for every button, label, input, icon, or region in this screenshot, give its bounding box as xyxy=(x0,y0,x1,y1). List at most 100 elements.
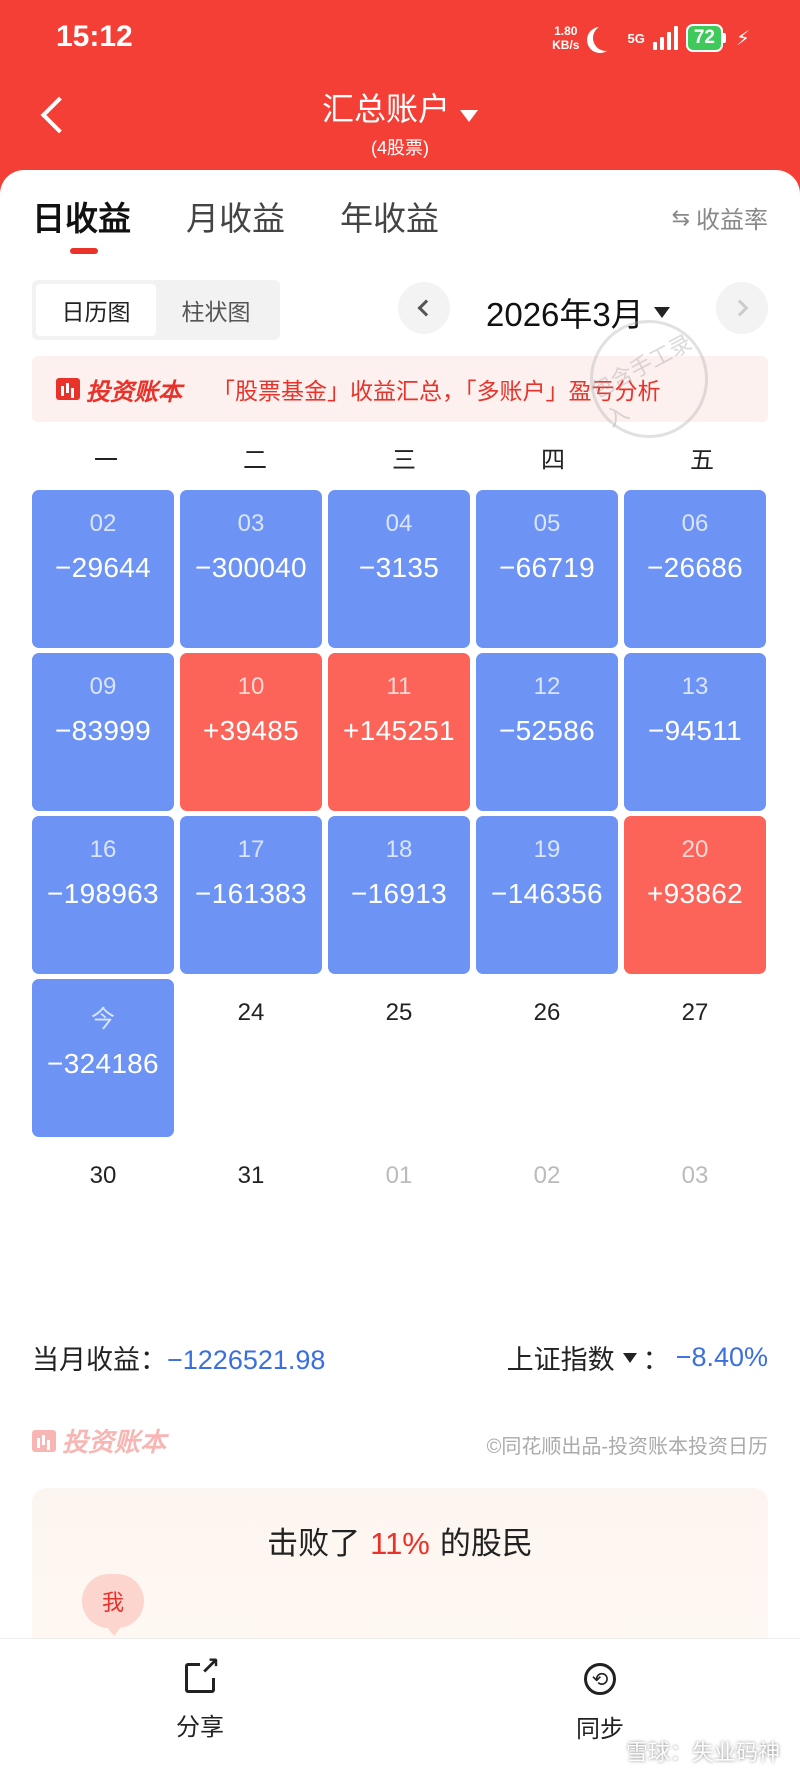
caret-down-icon[interactable] xyxy=(622,1352,637,1363)
calendar-day[interactable]: 31 xyxy=(180,1142,322,1300)
share-label: 分享 xyxy=(176,1714,224,1741)
calendar-grid: 02 −29644 03 −300040 04 −3135 05 −66719 06 −26686… xyxy=(32,490,776,1300)
day-profit: +39485 xyxy=(202,715,299,746)
day-number: 今 xyxy=(91,1006,115,1033)
calendar-day[interactable]: 03 −300040 xyxy=(180,490,322,648)
index-value: −8.40% xyxy=(675,1342,768,1372)
calendar-day[interactable]: 30 xyxy=(32,1142,174,1300)
day-profit: +93862 xyxy=(646,878,743,909)
sync-icon: ⟲ xyxy=(584,1663,616,1695)
promo-logo: 投资账本 xyxy=(56,372,182,407)
calendar-day[interactable]: 13 −94511 xyxy=(624,653,766,811)
day-number: 10 xyxy=(237,673,265,700)
beat-text: 击败了 11% 的股民 xyxy=(32,1518,768,1563)
ledger-logo-icon xyxy=(32,1429,56,1452)
next-month-button[interactable] xyxy=(716,282,768,334)
weekday-label: 三 xyxy=(392,447,416,474)
day-number: 02 xyxy=(533,1162,561,1189)
calendar-day[interactable]: 03 xyxy=(624,1142,766,1300)
day-profit: −146356 xyxy=(491,878,603,909)
calendar-day[interactable]: 04 −3135 xyxy=(328,490,470,648)
calendar-day[interactable]: 17 −161383 xyxy=(180,816,322,974)
sync-label: 同步 xyxy=(576,1716,624,1743)
battery-level: 72 xyxy=(685,24,723,52)
day-number: 03 xyxy=(681,1162,709,1189)
calendar-day[interactable]: 16 −198963 xyxy=(32,816,174,974)
footer-brand-text: 投资账本 xyxy=(62,1427,167,1457)
day-number: 06 xyxy=(681,510,709,537)
promo-banner[interactable]: 投资账本 「股票基金」收益汇总，「多账户」盈亏分析 xyxy=(32,356,768,422)
net-speed: 1.80 KB/s xyxy=(552,24,579,52)
index-separator: ： xyxy=(642,1345,670,1375)
nav-subtitle: (4股票) xyxy=(371,138,429,158)
bar-view-button[interactable]: 柱状图 xyxy=(181,299,251,325)
nav-bar: 汇总账户 (4股票) xyxy=(0,76,800,166)
index-label[interactable]: 上证指数 xyxy=(506,1345,615,1375)
day-profit: −52586 xyxy=(498,715,595,746)
day-profit: −29644 xyxy=(54,552,151,583)
tab-monthly[interactable]: 月收益 xyxy=(186,200,285,237)
calendar-day[interactable]: 06 −26686 xyxy=(624,490,766,648)
day-profit: −324186 xyxy=(47,1048,159,1079)
day-profit: −161383 xyxy=(195,878,307,909)
day-number: 24 xyxy=(237,999,265,1026)
caret-down-icon[interactable] xyxy=(460,109,478,122)
day-profit: −83999 xyxy=(54,715,151,746)
day-number: 05 xyxy=(533,510,561,537)
calendar-day[interactable]: 10 +39485 xyxy=(180,653,322,811)
nav-title[interactable]: 汇总账户 xyxy=(321,91,450,127)
calendar-day[interactable]: 27 xyxy=(624,979,766,1137)
day-profit: −300040 xyxy=(195,552,307,583)
calendar-day[interactable]: 18 −16913 xyxy=(328,816,470,974)
tab-daily[interactable]: 日收益 xyxy=(32,200,131,237)
day-profit: −16913 xyxy=(350,878,447,909)
calendar-view-button[interactable]: 日历图 xyxy=(36,284,156,336)
rate-toggle[interactable]: ⇆ 收益率 xyxy=(672,200,768,235)
index-summary[interactable]: 上证指数 ： −8.40% xyxy=(507,1338,768,1377)
day-number: 26 xyxy=(533,999,561,1026)
view-toggle: 日历图 柱状图 xyxy=(32,280,280,340)
day-profit: −94511 xyxy=(648,715,742,746)
caret-down-icon[interactable] xyxy=(653,306,670,318)
calendar-day[interactable]: 25 xyxy=(328,979,470,1137)
monthly-label: 当月收益： xyxy=(32,1345,167,1375)
calendar-day[interactable]: 24 xyxy=(180,979,322,1137)
do-not-disturb-icon xyxy=(593,25,619,51)
tab-yearly[interactable]: 年收益 xyxy=(340,200,439,237)
calendar-day[interactable]: 19 −146356 xyxy=(476,816,618,974)
calendar-day[interactable]: 12 −52586 xyxy=(476,653,618,811)
ledger-logo-icon xyxy=(56,378,80,400)
calendar-day[interactable]: 26 xyxy=(476,979,618,1137)
battery-icon: 72 xyxy=(685,24,726,52)
promo-brand: 投资账本 xyxy=(86,378,182,406)
footer-brand: 投资账本 xyxy=(32,1422,166,1459)
account-selector[interactable]: 汇总账户 (4股票) xyxy=(0,84,800,160)
calendar-day[interactable]: 05 −66719 xyxy=(476,490,618,648)
calendar-day[interactable]: 02 −29644 xyxy=(32,490,174,648)
main-card: 日收益 月收益 年收益 ⇆ 收益率 日历图 柱状图 2026年3月 投资账本 「… xyxy=(0,170,800,1778)
day-profit: −66719 xyxy=(498,552,595,583)
day-number: 11 xyxy=(386,673,412,700)
weekday-header: 一二三四五 xyxy=(32,438,776,484)
month-label[interactable]: 2026年3月 xyxy=(486,296,644,333)
calendar-day[interactable]: 09 −83999 xyxy=(32,653,174,811)
day-number: 19 xyxy=(533,836,561,863)
calendar-day[interactable]: 今 −324186 xyxy=(32,979,174,1137)
month-selector[interactable]: 2026年3月 xyxy=(486,288,670,336)
monthly-value: −1226521.98 xyxy=(167,1345,326,1375)
day-number: 30 xyxy=(89,1162,117,1189)
net-speed-unit: KB/s xyxy=(552,38,580,52)
calendar-day[interactable]: 20 +93862 xyxy=(624,816,766,974)
sync-button[interactable]: ⟲ 同步 xyxy=(540,1663,660,1744)
beat-suffix: 的股民 xyxy=(439,1526,533,1561)
calendar-day[interactable]: 11 +145251 xyxy=(328,653,470,811)
share-button[interactable]: 分享 xyxy=(140,1656,260,1742)
chevron-left-icon xyxy=(417,299,435,317)
monthly-summary: 当月收益：−1226521.98 xyxy=(32,1338,325,1377)
prev-month-button[interactable] xyxy=(398,282,450,334)
day-number: 31 xyxy=(237,1162,265,1189)
rate-toggle-label: 收益率 xyxy=(696,207,768,234)
calendar-day[interactable]: 01 xyxy=(328,1142,470,1300)
day-number: 17 xyxy=(237,836,265,863)
calendar-day[interactable]: 02 xyxy=(476,1142,618,1300)
